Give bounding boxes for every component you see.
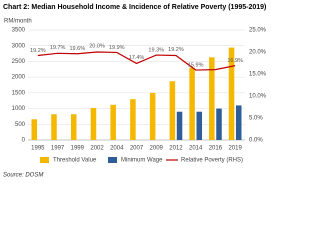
line bbox=[37, 51, 236, 71]
x-tick-label: 1995 bbox=[31, 146, 45, 152]
y2-tick-label: 25.0% bbox=[249, 28, 267, 34]
x-tick-label: 2016 bbox=[209, 146, 223, 152]
x-tick-label: 1997 bbox=[51, 146, 65, 152]
y-tick-label: 1500 bbox=[12, 90, 26, 96]
value-label: 16.9% bbox=[227, 58, 243, 64]
x-tick-label: 2012 bbox=[169, 146, 183, 152]
chart: Chart 2: Median Household Income & Incid… bbox=[3, 4, 267, 179]
y-tick-label: 3500 bbox=[12, 28, 26, 34]
bar bbox=[176, 111, 183, 140]
source: Source: DOSM bbox=[3, 173, 43, 179]
y-tick-label: 3000 bbox=[12, 43, 26, 49]
bar bbox=[70, 114, 77, 140]
legend-swatch bbox=[108, 157, 117, 163]
value-label: 19.3% bbox=[148, 48, 164, 54]
legend-label: Relative Poverty (RHS) bbox=[181, 158, 243, 164]
legend-label: Threshold Value bbox=[53, 158, 97, 164]
value-label: 19.7% bbox=[50, 45, 66, 51]
x-tick-label: 2004 bbox=[110, 146, 124, 152]
x-tick-label: 2007 bbox=[130, 146, 144, 152]
value-label: 19.2% bbox=[30, 48, 46, 54]
bar bbox=[130, 99, 136, 140]
bar bbox=[235, 105, 242, 140]
y-tick-label: 0 bbox=[22, 138, 26, 144]
bar bbox=[110, 104, 116, 140]
bar bbox=[51, 114, 57, 140]
value-label: 19.9% bbox=[109, 45, 125, 51]
x-tick-label: 2009 bbox=[150, 146, 164, 152]
bar bbox=[228, 47, 235, 140]
x-tick-label: 2014 bbox=[189, 146, 203, 152]
x-tick-label: 2019 bbox=[228, 146, 242, 152]
y2-tick-label: 20.0% bbox=[249, 50, 267, 56]
y2-tick-label: 0.0% bbox=[249, 138, 263, 144]
bar bbox=[196, 111, 203, 140]
bar bbox=[90, 107, 97, 140]
value-label: 15.9% bbox=[188, 62, 204, 68]
bar bbox=[209, 57, 215, 140]
value-label: 19.2% bbox=[168, 47, 184, 53]
y-tick-label: 2500 bbox=[12, 59, 26, 65]
y-tick-label: 2000 bbox=[12, 75, 26, 81]
legend-swatch bbox=[40, 157, 49, 163]
bar bbox=[169, 81, 176, 140]
bar bbox=[31, 119, 38, 140]
value-label: 20.0% bbox=[89, 43, 105, 49]
bar bbox=[189, 67, 195, 140]
y2-tick-label: 15.0% bbox=[249, 72, 267, 78]
y2-tick-label: 5.0% bbox=[249, 116, 263, 122]
chart-title: Chart 2: Median Household Income & Incid… bbox=[3, 4, 266, 11]
y-tick-label: 1000 bbox=[12, 106, 26, 112]
value-label: 17.4% bbox=[129, 55, 145, 61]
y2-tick-label: 10.0% bbox=[249, 94, 267, 100]
bar bbox=[149, 92, 156, 140]
x-tick-label: 2002 bbox=[90, 146, 104, 152]
y-axis-label: RM/month bbox=[4, 19, 32, 25]
bar bbox=[216, 108, 222, 140]
legend-label: Minimum Wage bbox=[121, 158, 163, 164]
value-label: 19.6% bbox=[70, 46, 86, 52]
x-tick-label: 1999 bbox=[71, 146, 85, 152]
y-tick-label: 500 bbox=[15, 122, 26, 128]
